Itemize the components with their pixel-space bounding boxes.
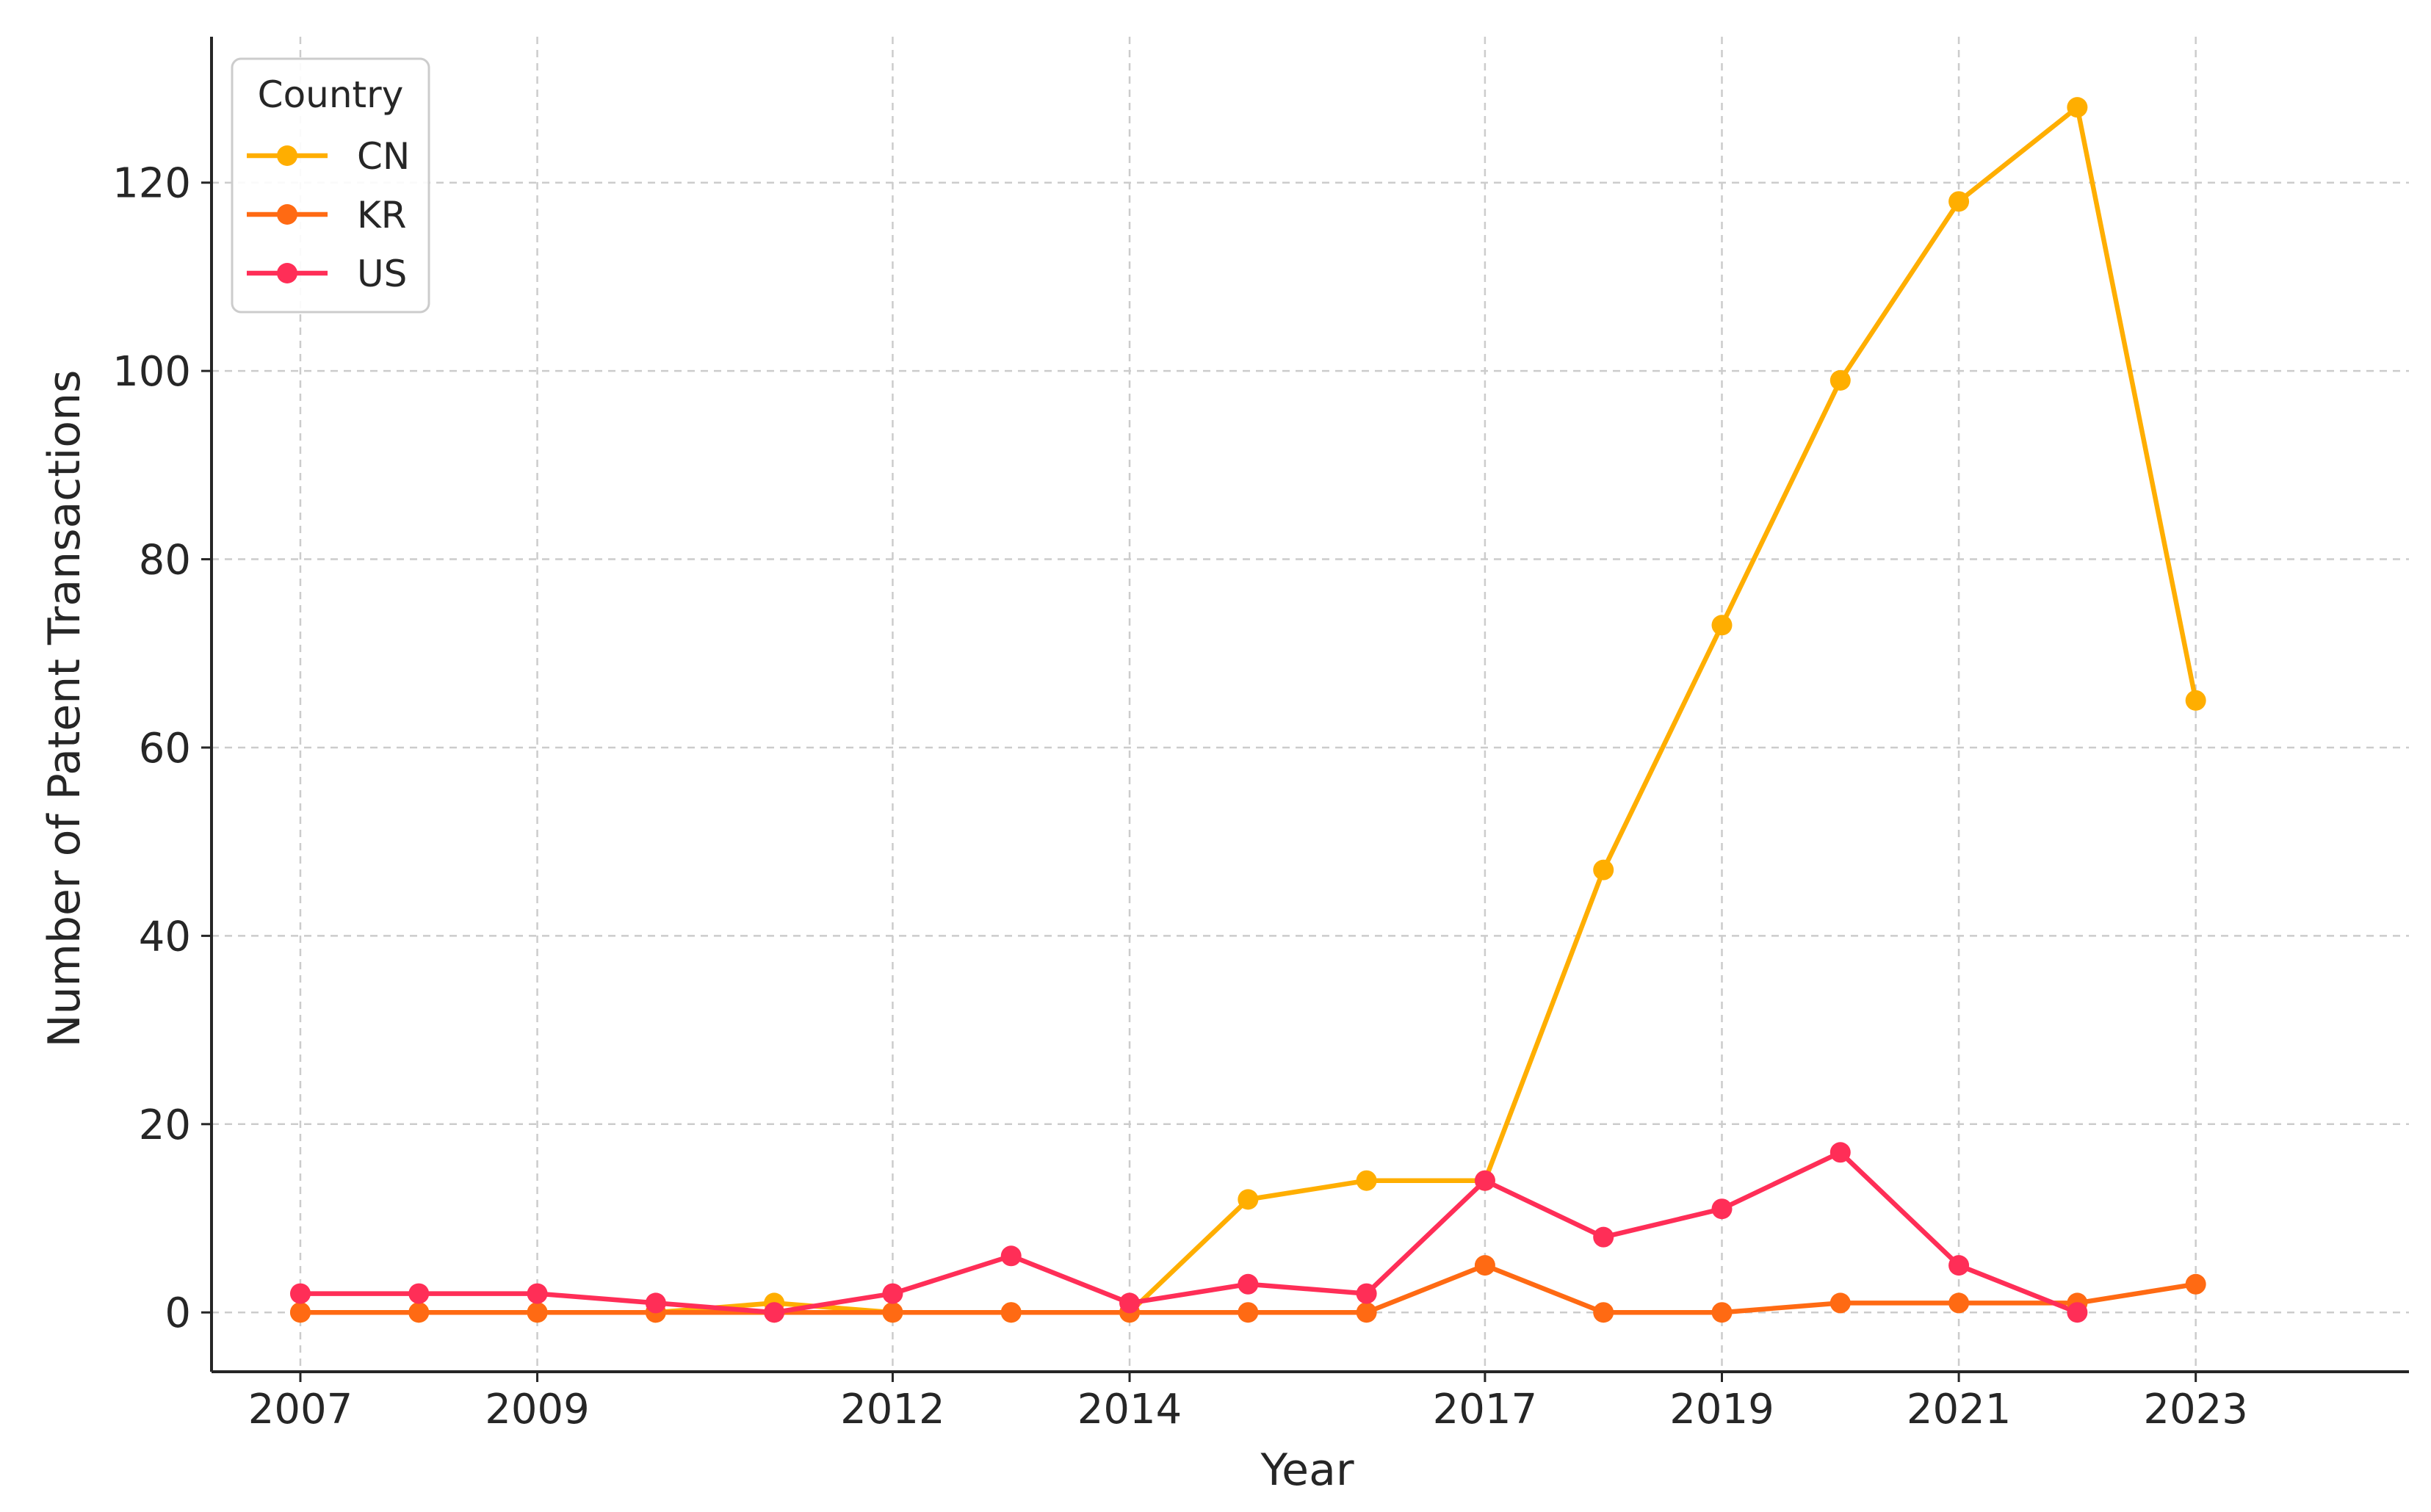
x-tick-label: 2014 [1077, 1386, 1182, 1433]
axis-ticks: 2007 2009 2012 2014 2017 2019 2021 2023 0 20 40 60 8… [112, 160, 2248, 1433]
y-tick-label: 40 [139, 913, 191, 961]
legend-entry-us: US [247, 253, 407, 295]
y-tick-label: 60 [139, 725, 191, 773]
x-tick-label: 2007 [248, 1386, 353, 1433]
point-us-2013 [1000, 1245, 1022, 1267]
point-kr-2015 [1238, 1302, 1259, 1323]
x-tick-label: 2021 [1907, 1386, 2012, 1433]
point-kr-2007 [289, 1302, 311, 1323]
y-tick-label: 100 [112, 348, 191, 396]
point-cn-2021 [1948, 191, 1970, 212]
point-us-2010 [645, 1292, 666, 1314]
point-kr-2018 [1593, 1302, 1614, 1323]
point-cn-2018 [1593, 859, 1614, 880]
x-axis-label: Year [1260, 1444, 1354, 1496]
legend-entry-cn: CN [247, 135, 410, 178]
point-kr-2021 [1948, 1292, 1970, 1314]
x-tick-label: 2019 [1669, 1386, 1774, 1433]
x-tick-label: 2023 [2143, 1386, 2248, 1433]
point-us-2011 [764, 1302, 785, 1323]
legend-entry-kr: KR [247, 194, 407, 236]
y-tick-label: 80 [139, 537, 191, 585]
series-line-cn [300, 104, 2198, 1315]
gridlines [212, 37, 2409, 1372]
point-us-2020 [1829, 1142, 1851, 1163]
y-tick-label: 0 [165, 1289, 191, 1337]
legend-marker [277, 204, 297, 225]
legend-entries: CN KR US [247, 135, 410, 295]
point-us-2009 [527, 1283, 548, 1304]
series-lines [300, 104, 2198, 1315]
legend: Country CN KR US [231, 57, 430, 314]
point-kr-2017 [1474, 1255, 1495, 1276]
point-us-2017 [1474, 1170, 1495, 1191]
point-cn-2016 [1356, 1170, 1377, 1191]
x-tick-label: 2009 [485, 1386, 590, 1433]
point-us-2019 [1711, 1198, 1733, 1220]
point-cn-2023 [2185, 690, 2206, 711]
legend-label: KR [357, 194, 407, 236]
point-cn-2022 [2067, 97, 2088, 118]
y-tick-label: 20 [139, 1102, 191, 1149]
point-us-2018 [1593, 1226, 1614, 1248]
point-cn-2019 [1711, 615, 1733, 636]
series-markers [289, 97, 2206, 1323]
point-cn-2015 [1238, 1189, 1259, 1210]
legend-box [231, 57, 430, 314]
point-us-2015 [1238, 1273, 1259, 1295]
point-kr-2012 [882, 1302, 903, 1323]
point-kr-2023 [2185, 1273, 2206, 1295]
point-cn-2020 [1829, 369, 1851, 391]
y-axis-label: Number of Patent Transactions [39, 370, 90, 1048]
point-kr-2019 [1711, 1302, 1733, 1323]
point-us-2022 [2067, 1302, 2088, 1323]
point-kr-2008 [408, 1302, 430, 1323]
point-kr-2009 [527, 1302, 548, 1323]
x-tick-label: 2017 [1433, 1386, 1538, 1433]
point-us-2014 [1119, 1292, 1141, 1314]
point-us-2021 [1948, 1255, 1970, 1276]
legend-label: CN [357, 135, 410, 178]
x-tick-label: 2012 [840, 1386, 945, 1433]
series-line-us [300, 1150, 2078, 1315]
legend-marker [277, 263, 297, 283]
legend-marker [277, 145, 297, 166]
point-us-2016 [1356, 1283, 1377, 1304]
legend-label: US [357, 253, 407, 295]
y-tick-label: 120 [112, 160, 191, 208]
point-kr-2020 [1829, 1292, 1851, 1314]
legend-title: Country [258, 73, 404, 116]
point-us-2007 [289, 1283, 311, 1304]
point-us-2008 [408, 1283, 430, 1304]
point-kr-2016 [1356, 1302, 1377, 1323]
point-us-2012 [882, 1283, 903, 1304]
point-kr-2013 [1000, 1302, 1022, 1323]
axes [210, 37, 2409, 1373]
